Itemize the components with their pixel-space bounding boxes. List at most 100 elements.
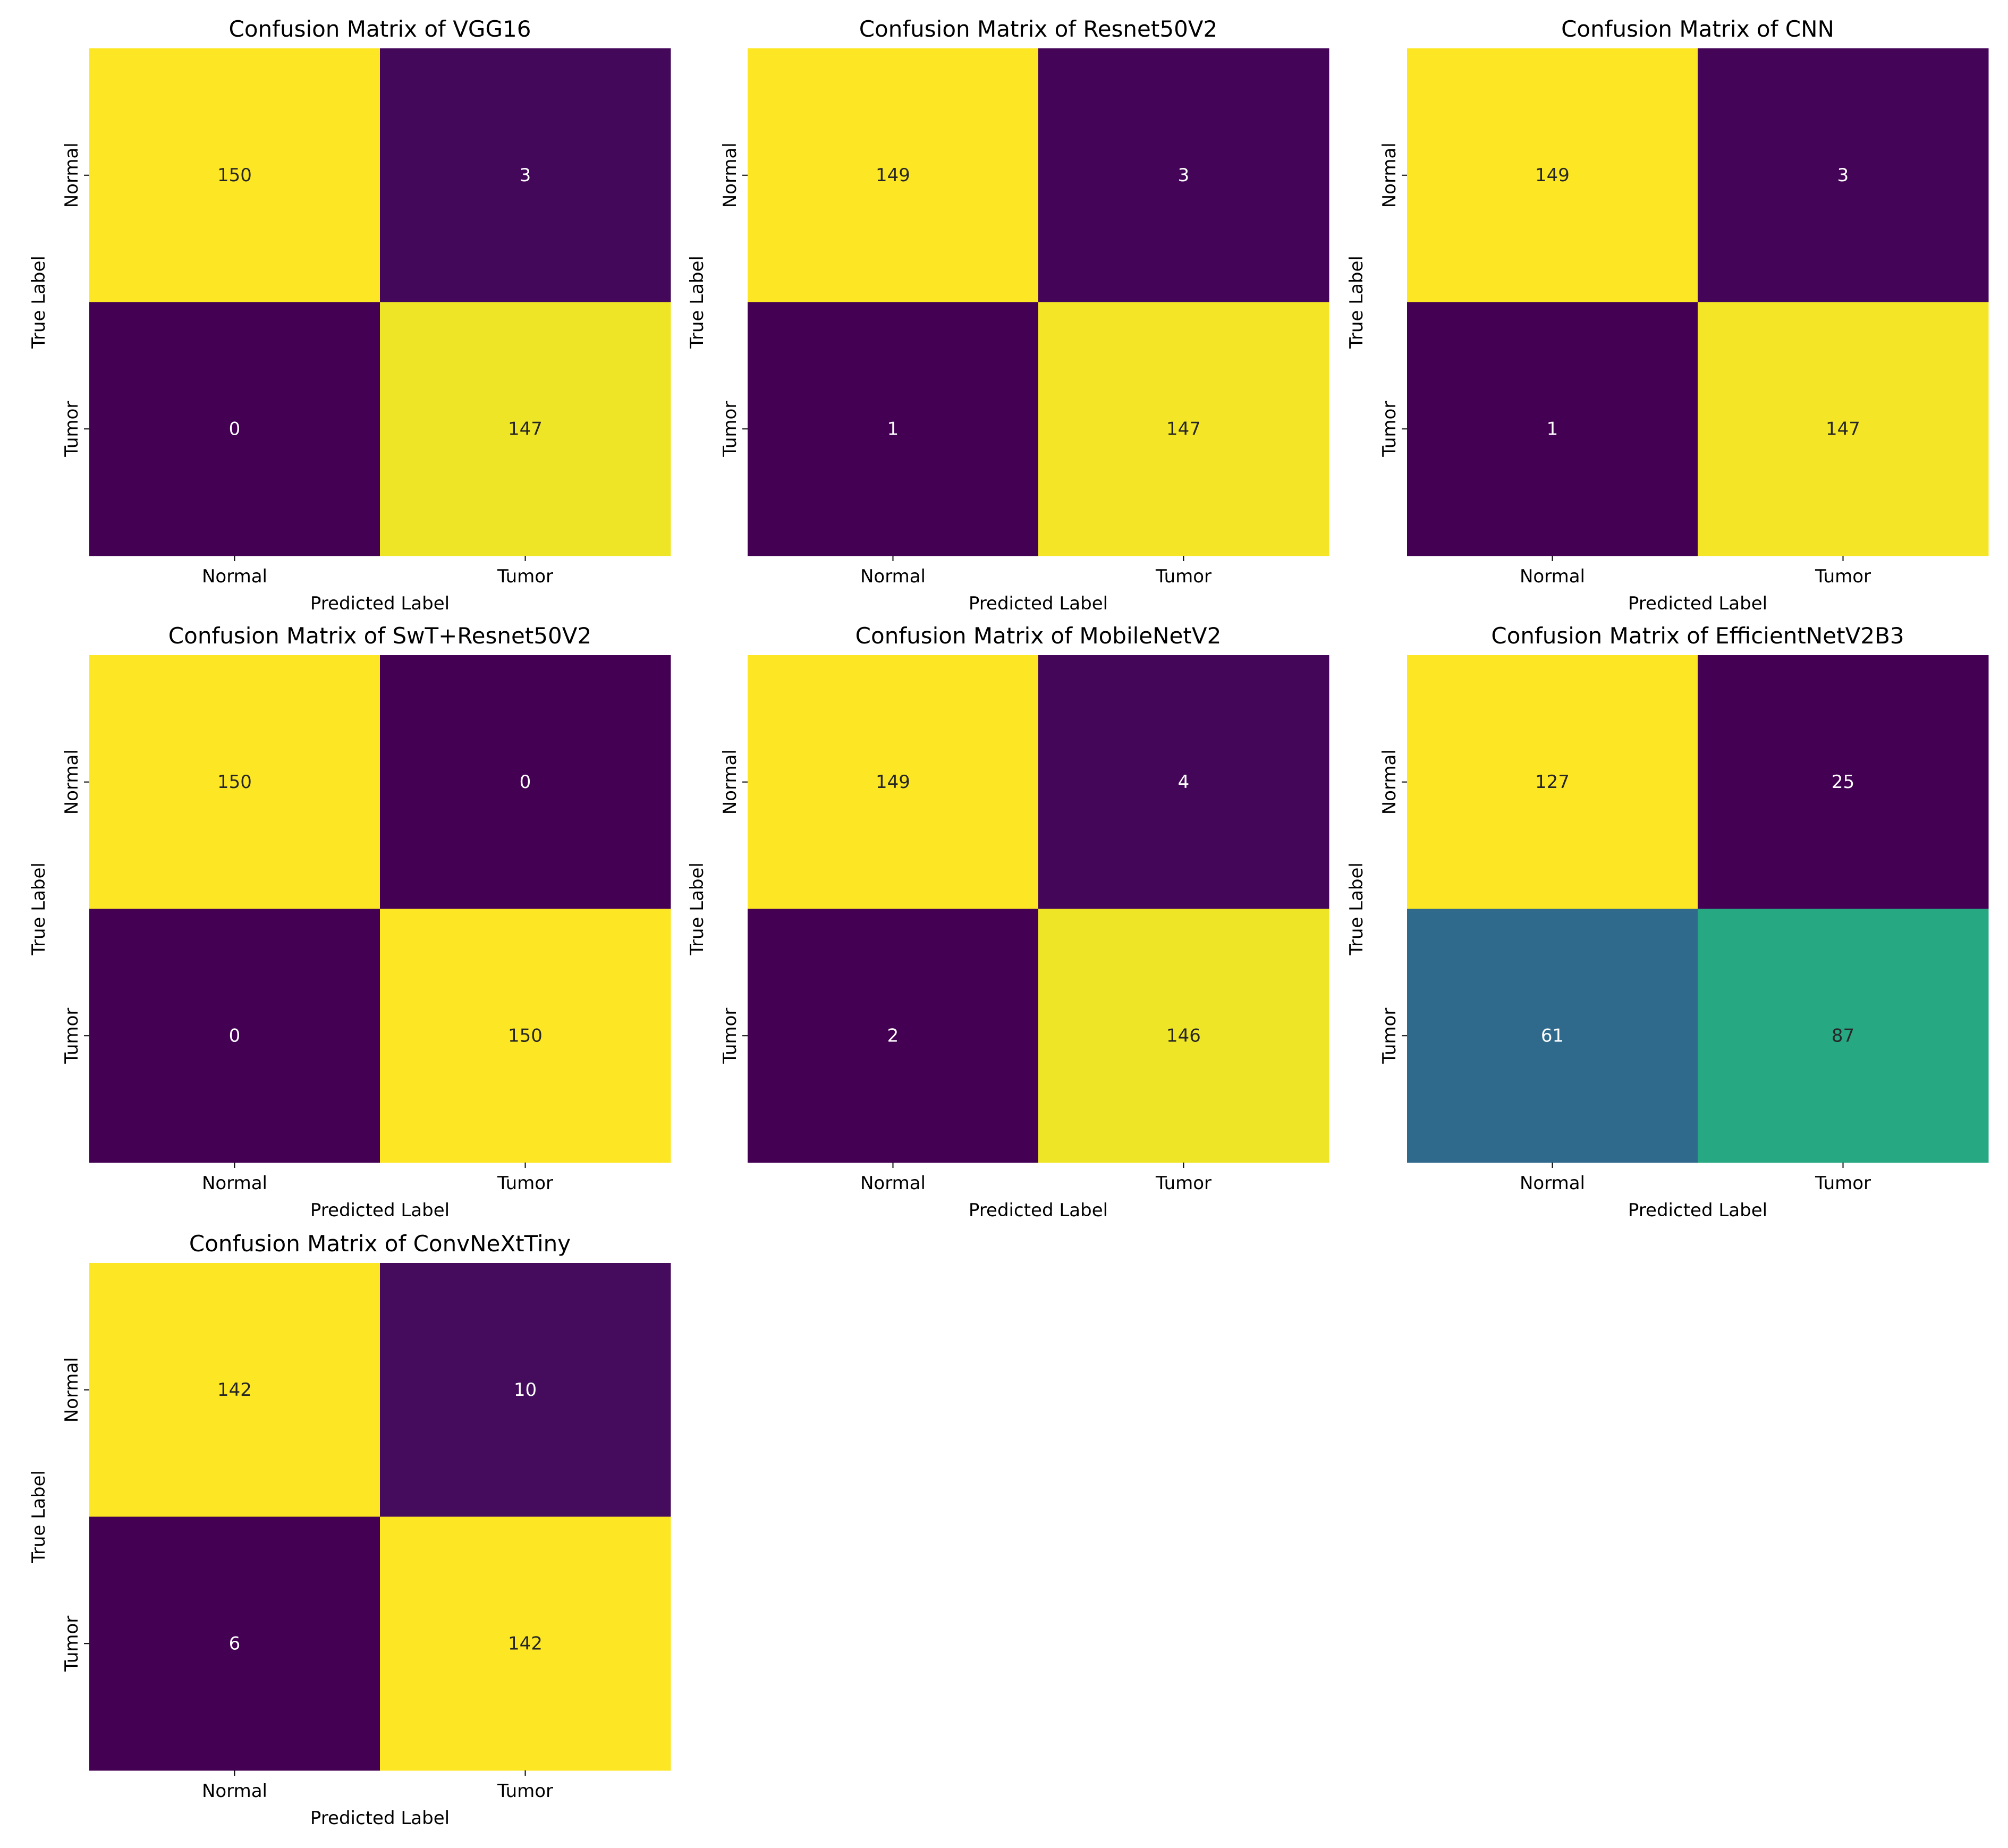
y-axis-label: True Label	[1346, 256, 1367, 349]
x-tick-label: Normal	[860, 566, 926, 587]
heatmap-cell	[1038, 302, 1329, 556]
chart-title: Confusion Matrix of CNN	[1561, 16, 1834, 42]
cell-value-label: 3	[1178, 165, 1190, 186]
x-tick-label: Normal	[202, 566, 267, 587]
cell-value-label: 150	[217, 165, 252, 186]
y-tick-label: Tumor	[1379, 1008, 1400, 1064]
heatmap-cell	[1698, 48, 1989, 302]
x-tick-label: Tumor	[1815, 566, 1871, 587]
cell-value-label: 6	[229, 1633, 241, 1654]
cell-value-label: 1	[887, 418, 899, 439]
heatmap-cell	[89, 655, 380, 909]
x-tick-label: Normal	[860, 1173, 926, 1194]
heatmap-cell	[1407, 655, 1698, 909]
chart-title: Confusion Matrix of MobileNetV2	[855, 623, 1222, 649]
y-tick-label: Tumor	[61, 401, 82, 457]
cell-value-label: 3	[520, 165, 531, 186]
cell-value-label: 0	[520, 772, 531, 793]
cell-value-label: 87	[1832, 1025, 1854, 1046]
x-axis-label: Predicted Label	[1628, 593, 1767, 614]
y-tick-label: Normal	[1379, 142, 1400, 208]
cell-value-label: 146	[1166, 1025, 1201, 1046]
heatmap-cell	[1407, 48, 1698, 302]
cell-value-label: 147	[1826, 418, 1860, 439]
x-axis-label: Predicted Label	[969, 593, 1108, 614]
cell-value-label: 0	[229, 418, 241, 439]
y-tick-label: Tumor	[61, 1008, 82, 1064]
heatmap-panel: 142 10 6 142 Confusion Matrix of ConvNeXtTin…	[28, 1231, 671, 1829]
x-tick-label: Tumor	[497, 566, 553, 587]
y-tick-label: Tumor	[719, 1008, 741, 1064]
x-tick-label: Normal	[202, 1781, 267, 1802]
x-axis-label: Predicted Label	[310, 1200, 450, 1221]
x-axis-label: Predicted Label	[1628, 1200, 1767, 1221]
heatmap-cell	[380, 655, 671, 909]
heatmap-cell	[1038, 909, 1329, 1163]
heatmap-cell	[748, 655, 1039, 909]
heatmap-cell	[89, 302, 380, 556]
x-axis-label: Predicted Label	[310, 593, 450, 614]
chart-title: Confusion Matrix of Resnet50V2	[859, 16, 1218, 42]
chart-title: Confusion Matrix of VGG16	[229, 16, 531, 42]
cell-value-label: 150	[217, 772, 252, 793]
heatmap-cell	[748, 909, 1039, 1163]
heatmap-panel: 150 3 0 147 Confusion Matrix of VGG16 Normal T…	[28, 16, 671, 614]
x-axis-label: Predicted Label	[310, 1808, 450, 1829]
y-tick-label: Tumor	[719, 401, 741, 457]
heatmap-cell	[1038, 655, 1329, 909]
cell-value-label: 142	[508, 1633, 543, 1654]
chart-title: Confusion Matrix of ConvNeXtTiny	[189, 1231, 571, 1257]
x-tick-label: Tumor	[497, 1781, 553, 1802]
heatmap-cell	[1698, 909, 1989, 1163]
x-tick-label: Normal	[1520, 566, 1585, 587]
cell-value-label: 61	[1541, 1025, 1564, 1046]
y-tick-label: Normal	[61, 1357, 82, 1422]
y-tick-label: Tumor	[61, 1616, 82, 1672]
y-tick-label: Normal	[719, 142, 741, 208]
cell-value-label: 0	[229, 1025, 241, 1046]
cell-value-label: 147	[508, 418, 543, 439]
heatmap-cell	[380, 1516, 671, 1771]
cell-value-label: 10	[514, 1379, 537, 1401]
y-tick-label: Normal	[1379, 749, 1400, 815]
heatmap-cell	[748, 302, 1039, 556]
cell-value-label: 147	[1166, 418, 1201, 439]
heatmap-cell	[89, 909, 380, 1163]
x-tick-label: Tumor	[497, 1173, 553, 1194]
heatmap-cell	[89, 48, 380, 302]
heatmap-cell	[380, 48, 671, 302]
cell-value-label: 2	[887, 1025, 899, 1046]
x-tick-label: Tumor	[1155, 566, 1211, 587]
chart-title: Confusion Matrix of EfficientNetV2B3	[1491, 623, 1904, 649]
cell-value-label: 149	[876, 165, 910, 186]
heatmap-cell	[1698, 655, 1989, 909]
cell-value-label: 25	[1832, 772, 1854, 793]
cell-value-label: 149	[1535, 165, 1570, 186]
heatmap-cell	[380, 909, 671, 1163]
cell-value-label: 142	[217, 1379, 252, 1401]
x-tick-label: Tumor	[1155, 1173, 1211, 1194]
heatmap-cell	[380, 302, 671, 556]
heatmap-cell	[89, 1263, 380, 1517]
heatmap-cell	[380, 1263, 671, 1517]
cell-value-label: 1	[1547, 418, 1558, 439]
panels: 150 3 0 147 Confusion Matrix of VGG16 Normal T…	[28, 16, 1989, 1829]
heatmap-panel: 149 4 2 146 Confusion Matrix of MobileNetV2 N…	[687, 623, 1329, 1221]
y-tick-label: Normal	[719, 749, 741, 815]
y-axis-label: True Label	[1346, 862, 1367, 956]
heatmap-panel: 149 3 1 147 Confusion Matrix of Resnet50V2 No…	[687, 16, 1329, 614]
heatmap-cell	[748, 48, 1039, 302]
chart-title: Confusion Matrix of SwT+Resnet50V2	[168, 623, 591, 649]
x-tick-label: Normal	[1520, 1173, 1585, 1194]
heatmap-cell	[89, 1516, 380, 1771]
x-tick-label: Tumor	[1815, 1173, 1871, 1194]
x-tick-label: Normal	[202, 1173, 267, 1194]
heatmap-cell	[1407, 909, 1698, 1163]
y-tick-label: Normal	[61, 749, 82, 815]
heatmap-panel: 127 25 61 87 Confusion Matrix of EfficientNe…	[1346, 623, 1989, 1221]
y-axis-label: True Label	[28, 256, 49, 349]
y-axis-label: True Label	[687, 256, 708, 349]
heatmap-cell	[1407, 302, 1698, 556]
heatmap-panel: 149 3 1 147 Confusion Matrix of CNN Normal Tum…	[1346, 16, 1989, 614]
